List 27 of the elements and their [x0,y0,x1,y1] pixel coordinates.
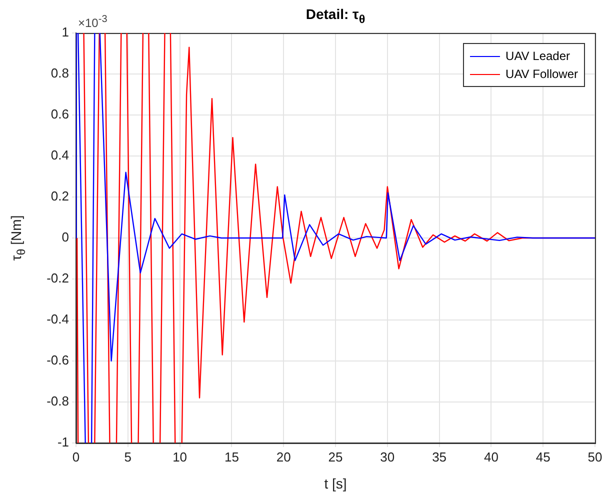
x-tick-label: 25 [328,449,343,464]
y-tick-label: 0.8 [50,66,69,81]
legend-label: UAV Leader [506,49,570,63]
y-tick-label: 0.6 [50,106,69,122]
y-tick-label: -0.6 [46,352,69,368]
legend-label: UAV Follower [506,67,578,81]
y-tick-label: 1 [62,24,69,40]
x-tick-label: 10 [172,449,188,464]
x-tick-label: 0 [72,449,80,464]
x-tick-label: 40 [484,449,498,464]
x-tick-label: 45 [536,449,550,464]
y-tick-label: 0.4 [50,148,69,163]
chart-title: Detail: τ$_{θ}$ [306,6,366,26]
y-tick-label: -0.2 [46,270,69,286]
y-tick-label: 0 [62,230,69,245]
x-tick-label: 20 [276,449,291,464]
y-tick-label: -0.8 [46,394,69,409]
y-tick-label: 0.2 [50,188,69,204]
y-tick-label: -0.4 [46,312,69,327]
text: ×10$^{-3}$ [78,14,108,30]
x-tick-label: 35 [432,449,447,464]
x-tick-label: 15 [224,449,239,464]
x-axis-title: t [s] [324,475,347,492]
x-tick-label: 5 [124,449,132,464]
x-tick-label: 30 [380,449,395,464]
y-tick-label: -1 [57,434,69,450]
x-tick-label: 50 [588,449,602,464]
